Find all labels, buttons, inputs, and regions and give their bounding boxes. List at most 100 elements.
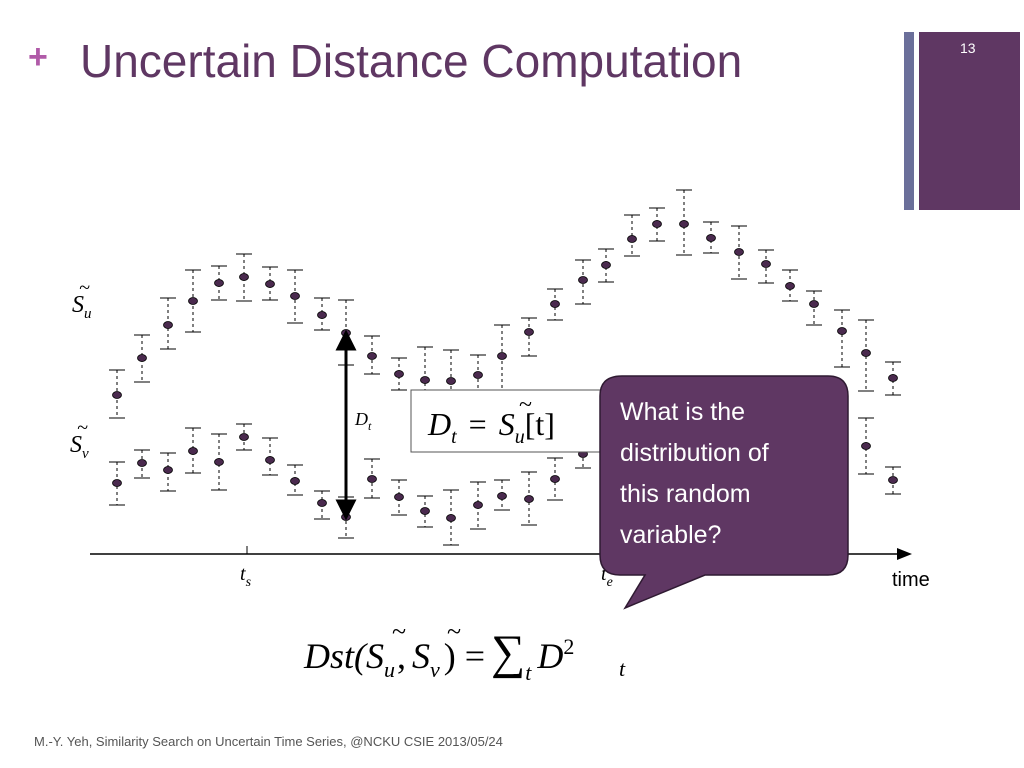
series-u-marker-6 xyxy=(239,273,249,281)
series-u-marker-2 xyxy=(137,354,147,362)
slide-title: Uncertain Distance Computation xyxy=(80,35,743,87)
series-u-marker-9 xyxy=(317,311,327,319)
series-v-accent: ~ xyxy=(77,417,88,439)
series-v-marker-6 xyxy=(239,433,249,441)
series-u-point-22 xyxy=(649,207,665,242)
decor-bar-thick xyxy=(919,32,1020,210)
formula-s2: S xyxy=(412,636,430,676)
series-v-point-12 xyxy=(391,479,407,516)
series-v-marker-20 xyxy=(861,442,871,450)
series-u-marker-27 xyxy=(785,282,795,290)
series-v-marker-5 xyxy=(214,458,224,466)
series-u-point-28 xyxy=(806,290,822,326)
series-u-point-20 xyxy=(598,248,614,283)
series-u-marker-30 xyxy=(861,349,871,357)
eq-rest: [t] xyxy=(525,406,555,442)
distance-label-base: D xyxy=(354,409,368,429)
series-u-point-12 xyxy=(391,357,407,391)
series-v-point-7 xyxy=(262,437,278,476)
series-u-base: S xyxy=(72,292,84,318)
series-u-marker-15 xyxy=(473,371,483,379)
series-u-point-30 xyxy=(858,319,874,392)
series-v-marker-15 xyxy=(473,501,483,509)
series-u-point-17 xyxy=(521,317,537,357)
series-u-marker-31 xyxy=(888,374,898,382)
series-u-point-29 xyxy=(834,309,850,368)
series-v-point-11 xyxy=(364,458,380,499)
series-u-marker-22 xyxy=(652,220,662,228)
formula-s2-sub: v xyxy=(430,657,440,682)
series-v-marker-7 xyxy=(265,456,275,464)
series-v-marker-16 xyxy=(497,492,507,500)
series-v-marker-14 xyxy=(446,514,456,522)
series-v-sub: v xyxy=(82,446,89,462)
callout-line-1: What is the xyxy=(620,398,745,426)
formula-s1: S xyxy=(366,636,384,676)
series-v-point-9 xyxy=(314,490,330,520)
eq-s-accent: ~ xyxy=(519,392,532,418)
series-u-marker-16 xyxy=(497,352,507,360)
series-u-point-8 xyxy=(287,269,303,324)
series-v-marker-3 xyxy=(163,466,173,474)
series-u-marker-5 xyxy=(214,279,224,287)
series-u-point-26 xyxy=(758,249,774,284)
distance-label: Dt xyxy=(354,409,372,433)
series-u-accent: ~ xyxy=(79,277,90,299)
formula-sum-sub: t xyxy=(525,660,532,685)
svg-text:Sv: Sv xyxy=(70,432,89,462)
series-u-point-18 xyxy=(547,288,563,321)
formula-term-sup: 2 xyxy=(563,634,574,659)
formula-comma: , xyxy=(397,636,406,676)
series-u-marker-14 xyxy=(446,377,456,385)
series-u-marker-24 xyxy=(706,234,716,242)
series-u-marker-7 xyxy=(265,280,275,288)
formula-term: D xyxy=(536,636,563,676)
series-u-marker-12 xyxy=(394,370,404,378)
series-v-point-20 xyxy=(858,417,874,475)
series-u-point-3 xyxy=(160,297,176,350)
series-u-point-24 xyxy=(703,221,719,254)
svg-text:Su: Su xyxy=(72,292,92,322)
series-u-point-23 xyxy=(676,189,692,256)
series-u-marker-3 xyxy=(163,321,173,329)
series-u-marker-23 xyxy=(679,220,689,228)
time-axis-label: time xyxy=(892,569,930,591)
series-u-point-31 xyxy=(885,361,901,396)
series-u-marker-8 xyxy=(290,292,300,300)
series-v-point-8 xyxy=(287,464,303,496)
series-v-marker-13 xyxy=(420,507,430,515)
series-u-marker-25 xyxy=(734,248,744,256)
series-u-marker-10 xyxy=(341,329,351,337)
series-v-point-13 xyxy=(417,495,433,528)
series-u-marker-26 xyxy=(761,260,771,268)
equation-box-text: Dt = Su[t] xyxy=(427,406,555,448)
series-v-point-3 xyxy=(160,452,176,492)
series-u-point-6 xyxy=(236,253,252,302)
series-u-point-2 xyxy=(134,334,150,383)
slide-number: 13 xyxy=(960,40,976,56)
footer-citation: M.-Y. Yeh, Similarity Search on Uncertai… xyxy=(34,734,503,749)
formula-sum: ∑ xyxy=(491,626,525,679)
series-u-point-5 xyxy=(211,265,227,301)
series-v-base: S xyxy=(70,432,82,458)
series-v-point-17 xyxy=(521,471,537,526)
series-u-point-19 xyxy=(575,259,591,305)
series-u-marker-21 xyxy=(627,235,637,243)
series-v-marker-10 xyxy=(341,513,351,521)
tick-end-base: t xyxy=(601,563,607,585)
formula-term-sub: t xyxy=(619,656,626,681)
series-u-marker-20 xyxy=(601,261,611,269)
series-v xyxy=(109,417,901,546)
formula-prefix: Dst( xyxy=(303,636,368,676)
tick-start-sub: s xyxy=(246,575,252,590)
callout-line-2: distribution of xyxy=(620,439,769,467)
eq-equals: = xyxy=(469,406,487,442)
series-u-point-25 xyxy=(731,225,747,280)
tick-end-label: te xyxy=(601,563,613,590)
series-v-marker-21 xyxy=(888,476,898,484)
formula-suffix: ) = xyxy=(444,636,485,676)
series-v-marker-12 xyxy=(394,493,404,501)
series-u-marker-29 xyxy=(837,327,847,335)
eq-lhs-sub: t xyxy=(451,426,457,448)
